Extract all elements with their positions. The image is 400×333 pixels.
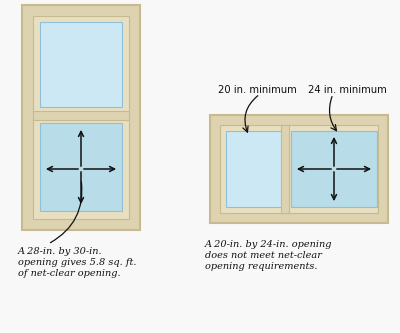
Text: does not meet net-clear: does not meet net-clear: [205, 251, 322, 260]
Bar: [226, 131, 282, 207]
Text: of net-clear opening.: of net-clear opening.: [18, 269, 121, 278]
Bar: [210, 115, 388, 223]
Bar: [281, 125, 289, 213]
Bar: [33, 111, 129, 120]
Bar: [291, 131, 377, 207]
Text: A 28-in. by 30-in.: A 28-in. by 30-in.: [18, 247, 103, 256]
Text: opening gives 5.8 sq. ft.: opening gives 5.8 sq. ft.: [18, 258, 136, 267]
Text: 24 in. minimum: 24 in. minimum: [308, 85, 387, 95]
Text: A 20-in. by 24-in. opening: A 20-in. by 24-in. opening: [205, 240, 332, 249]
Bar: [40, 22, 122, 107]
Bar: [40, 123, 122, 211]
Bar: [220, 125, 378, 213]
Text: opening requirements.: opening requirements.: [205, 262, 318, 271]
Bar: [33, 16, 129, 219]
Text: 20 in. minimum: 20 in. minimum: [218, 85, 297, 95]
Bar: [22, 5, 140, 230]
